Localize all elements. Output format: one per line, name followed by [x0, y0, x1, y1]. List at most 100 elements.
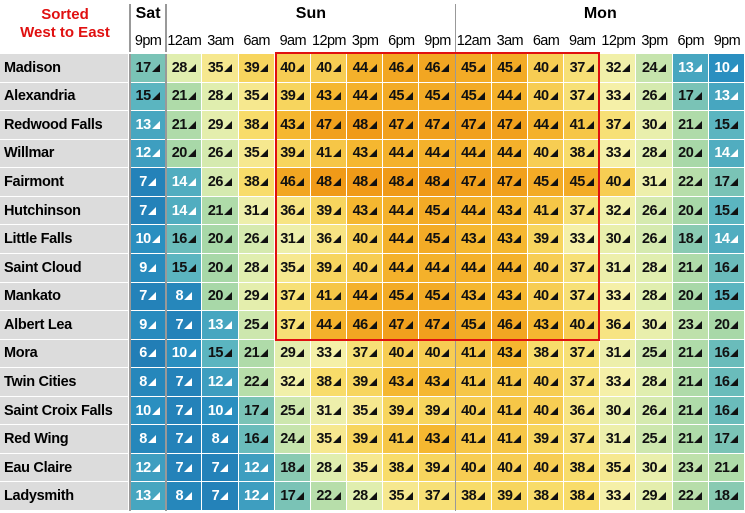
wind-arrow: [441, 263, 450, 272]
wind-value: 21: [678, 373, 694, 390]
wind-arrow: [694, 92, 703, 101]
wind-cell: 9: [130, 253, 167, 283]
city-label: Mora: [0, 339, 128, 369]
wind-value: 44: [533, 116, 549, 133]
wind-value: 30: [641, 459, 658, 476]
wind-cell: 37: [564, 339, 601, 369]
wind-arrow: [477, 263, 486, 272]
wind-value: 33: [605, 488, 622, 505]
wind-value: 21: [678, 431, 694, 448]
wind-cell: 18: [672, 225, 709, 254]
wind-arrow: [441, 435, 450, 444]
wind-value: 21: [678, 402, 694, 419]
wind-value: 47: [497, 116, 513, 133]
wind-cell: 31: [310, 396, 348, 426]
wind-value: 44: [461, 202, 477, 219]
wind-value: 41: [316, 288, 332, 305]
wind-value: 7: [139, 174, 147, 191]
wind-arrow: [368, 92, 377, 101]
wind-value: 17: [678, 88, 694, 105]
wind-value: 41: [533, 202, 549, 219]
wind-cell: 46: [419, 54, 456, 83]
wind-arrow: [549, 178, 558, 187]
wind-value: 48: [352, 116, 369, 133]
wind-arrow: [368, 463, 377, 472]
wind-arrow: [549, 492, 558, 501]
wind-arrow: [549, 263, 558, 272]
wind-cell: 39: [383, 396, 420, 426]
wind-cell: 39: [419, 453, 456, 483]
wind-arrow: [296, 320, 305, 329]
wind-value: 41: [497, 373, 513, 390]
wind-arrow: [151, 235, 160, 244]
wind-value: 36: [605, 316, 622, 333]
wind-value: 43: [280, 116, 296, 133]
wind-value: 32: [605, 59, 622, 76]
wind-cell: 20: [202, 225, 239, 254]
wind-value: 28: [641, 373, 658, 390]
day-label: Mon: [583, 5, 617, 22]
wind-arrow: [513, 206, 522, 215]
wind-arrow: [224, 320, 232, 329]
wind-arrow: [621, 406, 630, 415]
wind-cell: 12: [202, 368, 239, 397]
wind-value: 43: [352, 202, 369, 219]
wind-arrow: [147, 435, 156, 444]
wind-cell: 33: [600, 368, 637, 397]
wind-cell: 14: [708, 225, 745, 254]
wind-arrow: [621, 63, 630, 72]
day-separator: [454, 4, 457, 52]
wind-arrow: [260, 63, 269, 72]
wind-cell: 13: [202, 311, 239, 340]
wind-value: 13: [135, 116, 152, 133]
wind-value: 31: [605, 431, 622, 448]
wind-arrow: [260, 92, 269, 101]
wind-arrow: [730, 206, 739, 215]
wind-arrow: [332, 492, 341, 501]
wind-arrow: [477, 320, 486, 329]
wind-arrow: [368, 63, 377, 72]
wind-cell: 18: [274, 453, 311, 483]
wind-cell: 12: [130, 139, 167, 169]
time-label: 12am: [167, 33, 202, 49]
wind-value: 26: [641, 202, 658, 219]
wind-cell: 20: [708, 311, 745, 340]
wind-cell: 48: [310, 168, 348, 197]
wind-cell: 40: [419, 339, 456, 369]
wind-value: 43: [388, 373, 405, 390]
wind-cell: 47: [419, 311, 456, 340]
wind-arrow: [404, 63, 413, 72]
wind-value: 44: [388, 259, 405, 276]
wind-cell: 12: [238, 453, 275, 483]
title-line: Sorted: [41, 6, 89, 23]
wind-arrow: [296, 63, 305, 72]
wind-value: 43: [316, 88, 332, 105]
time-label: 3am: [496, 33, 524, 49]
wind-value: 20: [714, 316, 730, 333]
wind-value: 41: [497, 402, 513, 419]
day-label: Sat: [135, 5, 161, 22]
wind-cell: 43: [347, 139, 384, 169]
wind-value: 41: [461, 345, 477, 362]
wind-value: 21: [678, 116, 694, 133]
wind-value: 16: [714, 373, 730, 390]
wind-arrow: [368, 263, 377, 272]
wind-cell: 43: [491, 339, 528, 369]
wind-cell: 21: [672, 425, 709, 454]
wind-cell: 39: [419, 396, 456, 426]
wind-arrow: [513, 292, 522, 301]
wind-arrow: [549, 377, 558, 386]
wind-cell: 39: [347, 425, 384, 454]
wind-arrow: [621, 463, 630, 472]
wind-value: 43: [497, 288, 513, 305]
wind-arrow: [404, 463, 413, 472]
wind-arrow: [441, 349, 450, 358]
wind-value: 40: [280, 59, 296, 76]
wind-value: 48: [352, 174, 369, 191]
wind-value: 7: [139, 202, 147, 219]
wind-arrow: [441, 149, 450, 158]
wind-cell: 40: [310, 54, 348, 83]
wind-arrow: [694, 63, 703, 72]
wind-arrow: [477, 149, 486, 158]
wind-arrow: [441, 63, 450, 72]
